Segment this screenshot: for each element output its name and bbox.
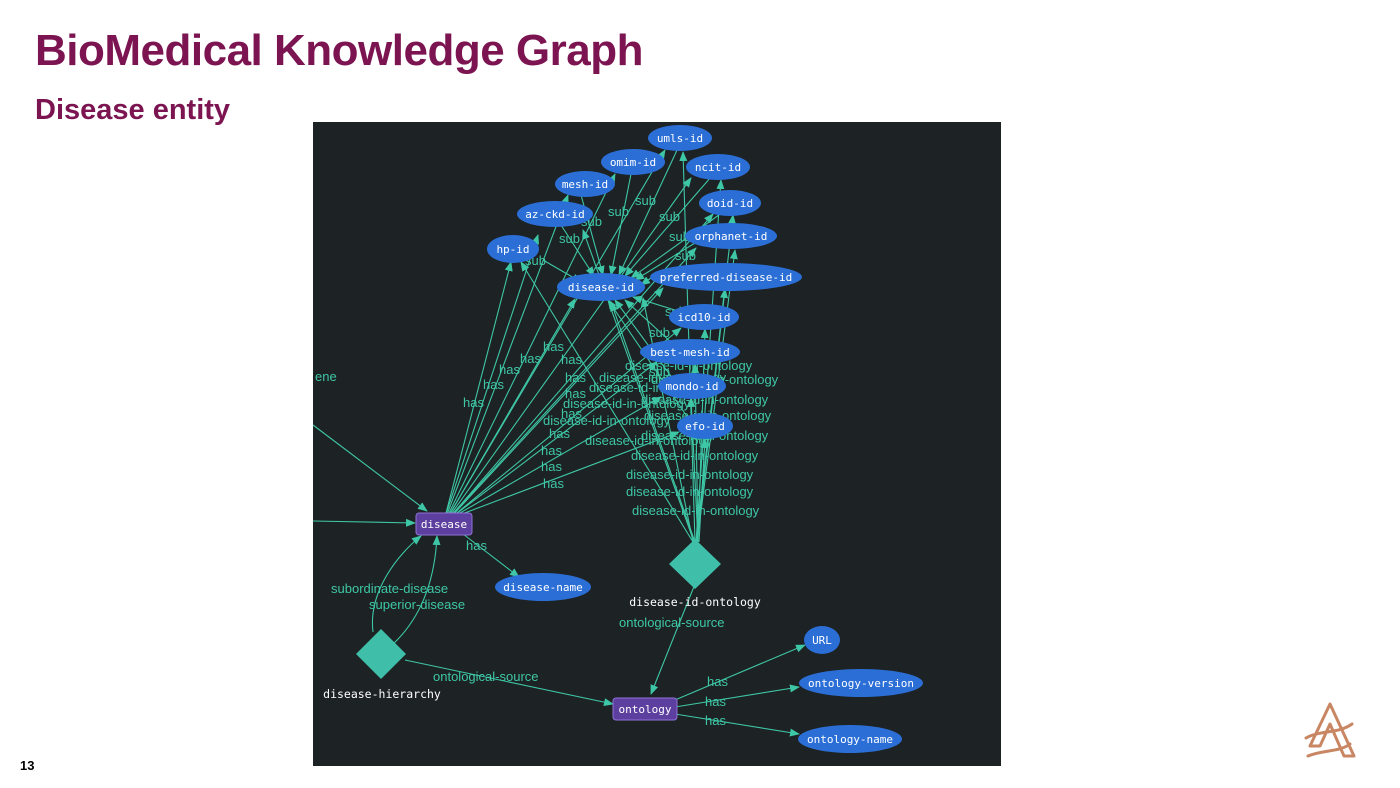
edge-label: sub (675, 248, 696, 263)
svg-text:disease-id-ontology: disease-id-ontology (629, 595, 761, 609)
svg-text:orphanet-id: orphanet-id (695, 230, 768, 243)
node-doid-id[interactable]: doid-id (699, 190, 761, 216)
edge-label: has (463, 395, 484, 410)
node-disease-hierarchy[interactable]: disease-hierarchy (323, 629, 441, 701)
edge-label: has (561, 406, 582, 421)
node-best-mesh-id[interactable]: best-mesh-id (640, 339, 740, 365)
edge-label: sub (635, 193, 656, 208)
edge-label: has (466, 538, 487, 553)
node-icd10-id[interactable]: icd10-id (669, 304, 739, 330)
slide-subtitle: Disease entity (35, 94, 231, 126)
svg-text:disease: disease (421, 518, 467, 531)
edges-disease-has (444, 149, 714, 518)
node-orphanet-id[interactable]: orphanet-id (685, 223, 777, 249)
node-ncit-id[interactable]: ncit-id (686, 154, 750, 180)
svg-text:preferred-disease-id: preferred-disease-id (660, 271, 792, 284)
edge-label: sub (659, 209, 680, 224)
svg-text:hp-id: hp-id (496, 243, 529, 256)
svg-text:ncit-id: ncit-id (695, 161, 741, 174)
edge-label: disease-id-in-ontology (626, 484, 754, 499)
edge-label: has (705, 694, 726, 709)
node-ontology-name[interactable]: ontology-name (798, 725, 902, 753)
svg-text:az-ckd-id: az-ckd-id (525, 208, 585, 221)
page-number: 13 (20, 758, 35, 773)
svg-text:mesh-id: mesh-id (562, 178, 608, 191)
edge-label: disease-id-in-ontology (626, 467, 754, 482)
edge-label: disease-id-in-ontology (563, 396, 691, 411)
node-mondo-id[interactable]: mondo-id (658, 373, 726, 399)
edge-label: disease-id-in-ontology (585, 433, 713, 448)
edge-label: has (561, 352, 582, 367)
node-ontology-version[interactable]: ontology-version (799, 669, 923, 697)
graph-canvas: has has has has has has has has has has … (313, 125, 923, 753)
edge-label: has (483, 377, 504, 392)
edge-label-ontological-source: ontological-source (433, 669, 539, 684)
edge-label-superior-disease: superior-disease (369, 597, 465, 612)
svg-text:icd10-id: icd10-id (678, 311, 731, 324)
node-efo-id[interactable]: efo-id (677, 413, 733, 439)
node-ontology[interactable]: ontology (612, 697, 678, 721)
svg-text:efo-id: efo-id (685, 420, 725, 433)
edge-label: has (541, 459, 562, 474)
node-disease-name[interactable]: disease-name (495, 573, 591, 601)
svg-text:ontology: ontology (619, 703, 672, 716)
node-mesh-id[interactable]: mesh-id (555, 171, 615, 197)
svg-text:doid-id: doid-id (707, 197, 753, 210)
svg-text:URL: URL (812, 634, 832, 647)
node-umls-id[interactable]: umls-id (648, 125, 712, 151)
svg-text:disease-id: disease-id (568, 281, 634, 294)
node-hp-id[interactable]: hp-id (487, 235, 539, 263)
company-logo-icon (1304, 702, 1356, 758)
svg-text:disease-name: disease-name (503, 581, 582, 594)
edge-label: has (707, 674, 728, 689)
edge-label: disease-id-in-ontology (632, 503, 760, 518)
edge-labels-other: subordinate-disease superior-disease ont… (315, 369, 725, 684)
edge-label-ontological-source: ontological-source (619, 615, 725, 630)
edge-label: sub (608, 204, 629, 219)
edge-label: has (520, 351, 541, 366)
svg-text:best-mesh-id: best-mesh-id (650, 346, 729, 359)
edge-label: has (543, 476, 564, 491)
node-omim-id[interactable]: omim-id (601, 149, 665, 175)
edges-other (313, 424, 806, 737)
edge-label: has (541, 443, 562, 458)
edge-label: sub (649, 364, 670, 379)
node-url[interactable]: URL (804, 626, 840, 654)
edge-label: sub (649, 325, 670, 340)
edge-label: sub (559, 231, 580, 246)
slide-title: BioMedical Knowledge Graph (35, 26, 643, 75)
svg-text:ontology-version: ontology-version (808, 677, 914, 690)
node-disease-id[interactable]: disease-id (557, 273, 645, 301)
edge-label-subordinate-disease: subordinate-disease (331, 581, 448, 596)
node-preferred-disease-id[interactable]: preferred-disease-id (650, 263, 802, 291)
edge-label: disease-id-in-ontology (543, 413, 671, 428)
svg-text:mondo-id: mondo-id (666, 380, 719, 393)
svg-text:umls-id: umls-id (657, 132, 703, 145)
edge-label: has (499, 362, 520, 377)
svg-text:disease-hierarchy: disease-hierarchy (323, 687, 441, 701)
edge-label: has (565, 370, 586, 385)
edge-label: sub (669, 229, 690, 244)
edge-labels-has: has has has has has has has has has has … (463, 339, 728, 728)
edge-label: has (543, 339, 564, 354)
edge-label: has (549, 426, 570, 441)
knowledge-graph-diagram: has has has has has has has has has has … (313, 122, 1001, 766)
edge-label: disease-id-in-ontology (631, 448, 759, 463)
node-disease-id-ontology[interactable]: disease-id-ontology (629, 539, 761, 609)
node-az-ckd-id[interactable]: az-ckd-id (517, 201, 593, 227)
edge-label: has (565, 386, 586, 401)
svg-text:ontology-name: ontology-name (807, 733, 893, 746)
edge-label: has (705, 713, 726, 728)
svg-text:omim-id: omim-id (610, 156, 656, 169)
node-disease[interactable]: disease (415, 512, 473, 536)
partial-node-label-gene: ene (315, 369, 337, 384)
